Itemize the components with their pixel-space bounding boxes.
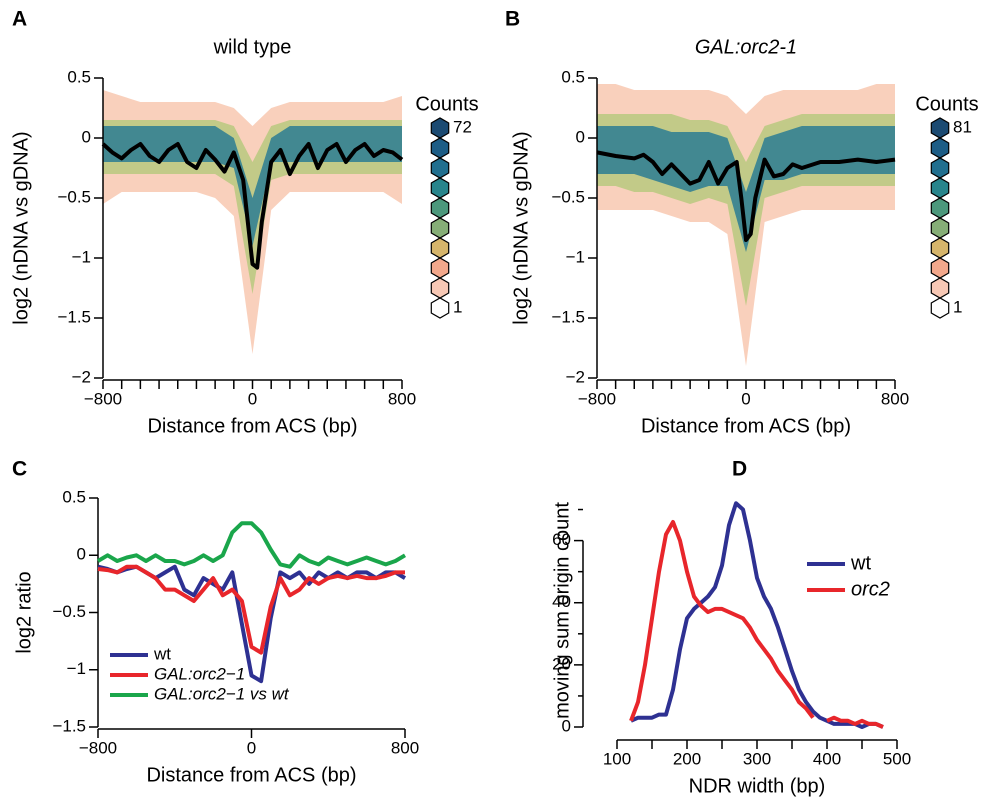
y-tick-label: −1: [67, 659, 86, 678]
colorbar-max: 72: [453, 117, 472, 136]
legend-label: GAL:orc2−1: [154, 664, 245, 683]
y-tick-label: 0: [562, 716, 571, 735]
y-tick-label: 0: [77, 545, 86, 564]
colorbar-hex: [430, 297, 450, 319]
data-line: [630, 501, 884, 729]
data-line: [96, 521, 407, 569]
x-tick-label: 400: [813, 749, 841, 768]
colorbar-hex: [430, 137, 450, 159]
y-tick-label: −2: [566, 367, 585, 386]
colorbar-hex: [430, 177, 450, 199]
colorbar-hex: [430, 217, 450, 239]
y-tick-label: 0: [576, 127, 585, 146]
x-tick-label: 800: [391, 738, 419, 757]
colorbar-hex: [430, 277, 450, 299]
colorbar-hex: [430, 197, 450, 219]
colorbar-title: Counts: [915, 93, 978, 115]
colorbar-hex: [930, 137, 950, 159]
x-tick-label: 800: [881, 389, 909, 408]
y-tick-label: −1: [72, 247, 91, 266]
y-tick-label: 0: [82, 127, 91, 146]
legend-label: wt: [850, 552, 871, 574]
x-tick-label: 0: [741, 389, 750, 408]
y-tick-label: −0.5: [57, 187, 91, 206]
colorbar-hex: [930, 177, 950, 199]
data-line: [596, 150, 896, 242]
x-axis-title: Distance from ACS (bp): [641, 415, 851, 437]
chart-title: wild type: [213, 36, 292, 58]
legend-label: orc2: [851, 578, 890, 600]
y-tick-label: −1.5: [52, 716, 86, 735]
colorbar-hex: [430, 237, 450, 259]
panel-label: A: [12, 8, 27, 31]
x-tick-label: 200: [673, 749, 701, 768]
data-line: [101, 142, 404, 270]
x-tick-label: 0: [248, 389, 257, 408]
panel-label: B: [505, 8, 520, 31]
panel-label: C: [12, 458, 27, 481]
y-tick-label: 0.5: [67, 67, 91, 86]
x-tick-label: −800: [84, 389, 122, 408]
x-tick-label: 100: [603, 749, 631, 768]
data-line: [97, 564, 407, 684]
colorbar-hex: [930, 157, 950, 179]
y-axis-title: log2 (nDNA vs gDNA): [510, 131, 532, 324]
colorbar-hex: [930, 277, 950, 299]
chart-title: GAL:orc2-1: [695, 36, 797, 58]
legend-label: GAL:orc2−1 vs wt: [154, 684, 290, 703]
data-line: [629, 520, 884, 729]
x-tick-label: 800: [388, 389, 416, 408]
colorbar-hex: [930, 217, 950, 239]
y-axis-title: log2 ratio: [13, 571, 35, 653]
y-axis-title: moving sum origin count: [551, 502, 573, 719]
y-tick-label: 40: [552, 592, 571, 611]
y-tick-label: −2: [72, 367, 91, 386]
x-tick-label: 300: [743, 749, 771, 768]
x-axis-title: NDR width (bp): [689, 775, 826, 797]
y-tick-label: −1: [566, 247, 585, 266]
x-tick-label: −800: [79, 738, 117, 757]
colorbar-hex: [430, 157, 450, 179]
y-tick-label: 0.5: [62, 487, 86, 506]
colorbar-hex: [930, 257, 950, 279]
y-tick-label: 60: [552, 530, 571, 549]
colorbar-hex: [430, 117, 450, 139]
colorbar-hex: [930, 237, 950, 259]
colorbar-min: 1: [453, 297, 462, 316]
x-axis-title: Distance from ACS (bp): [146, 764, 356, 786]
y-tick-label: −1.5: [57, 307, 91, 326]
y-tick-label: −0.5: [52, 602, 86, 621]
panel-label: D: [732, 458, 747, 481]
hexbin-density: [597, 126, 895, 252]
x-tick-label: −800: [578, 389, 616, 408]
data-line: [97, 564, 405, 655]
y-tick-label: 20: [552, 654, 571, 673]
y-tick-label: −1.5: [551, 307, 585, 326]
colorbar-hex: [930, 197, 950, 219]
y-axis-title: log2 (nDNA vs gDNA): [10, 131, 32, 324]
legend-label: wt: [153, 644, 171, 663]
colorbar-title: Counts: [415, 93, 478, 115]
colorbar-hex: [930, 297, 950, 319]
x-tick-label: 0: [247, 738, 256, 757]
colorbar-min: 1: [953, 297, 962, 316]
x-tick-label: 500: [883, 749, 911, 768]
colorbar-hex: [930, 117, 950, 139]
colorbar-hex: [430, 257, 450, 279]
hexbin-density: [103, 126, 402, 246]
colorbar-max: 81: [953, 117, 972, 136]
x-axis-title: Distance from ACS (bp): [147, 415, 357, 437]
y-tick-label: −0.5: [551, 187, 585, 206]
y-tick-label: 0.5: [561, 67, 585, 86]
